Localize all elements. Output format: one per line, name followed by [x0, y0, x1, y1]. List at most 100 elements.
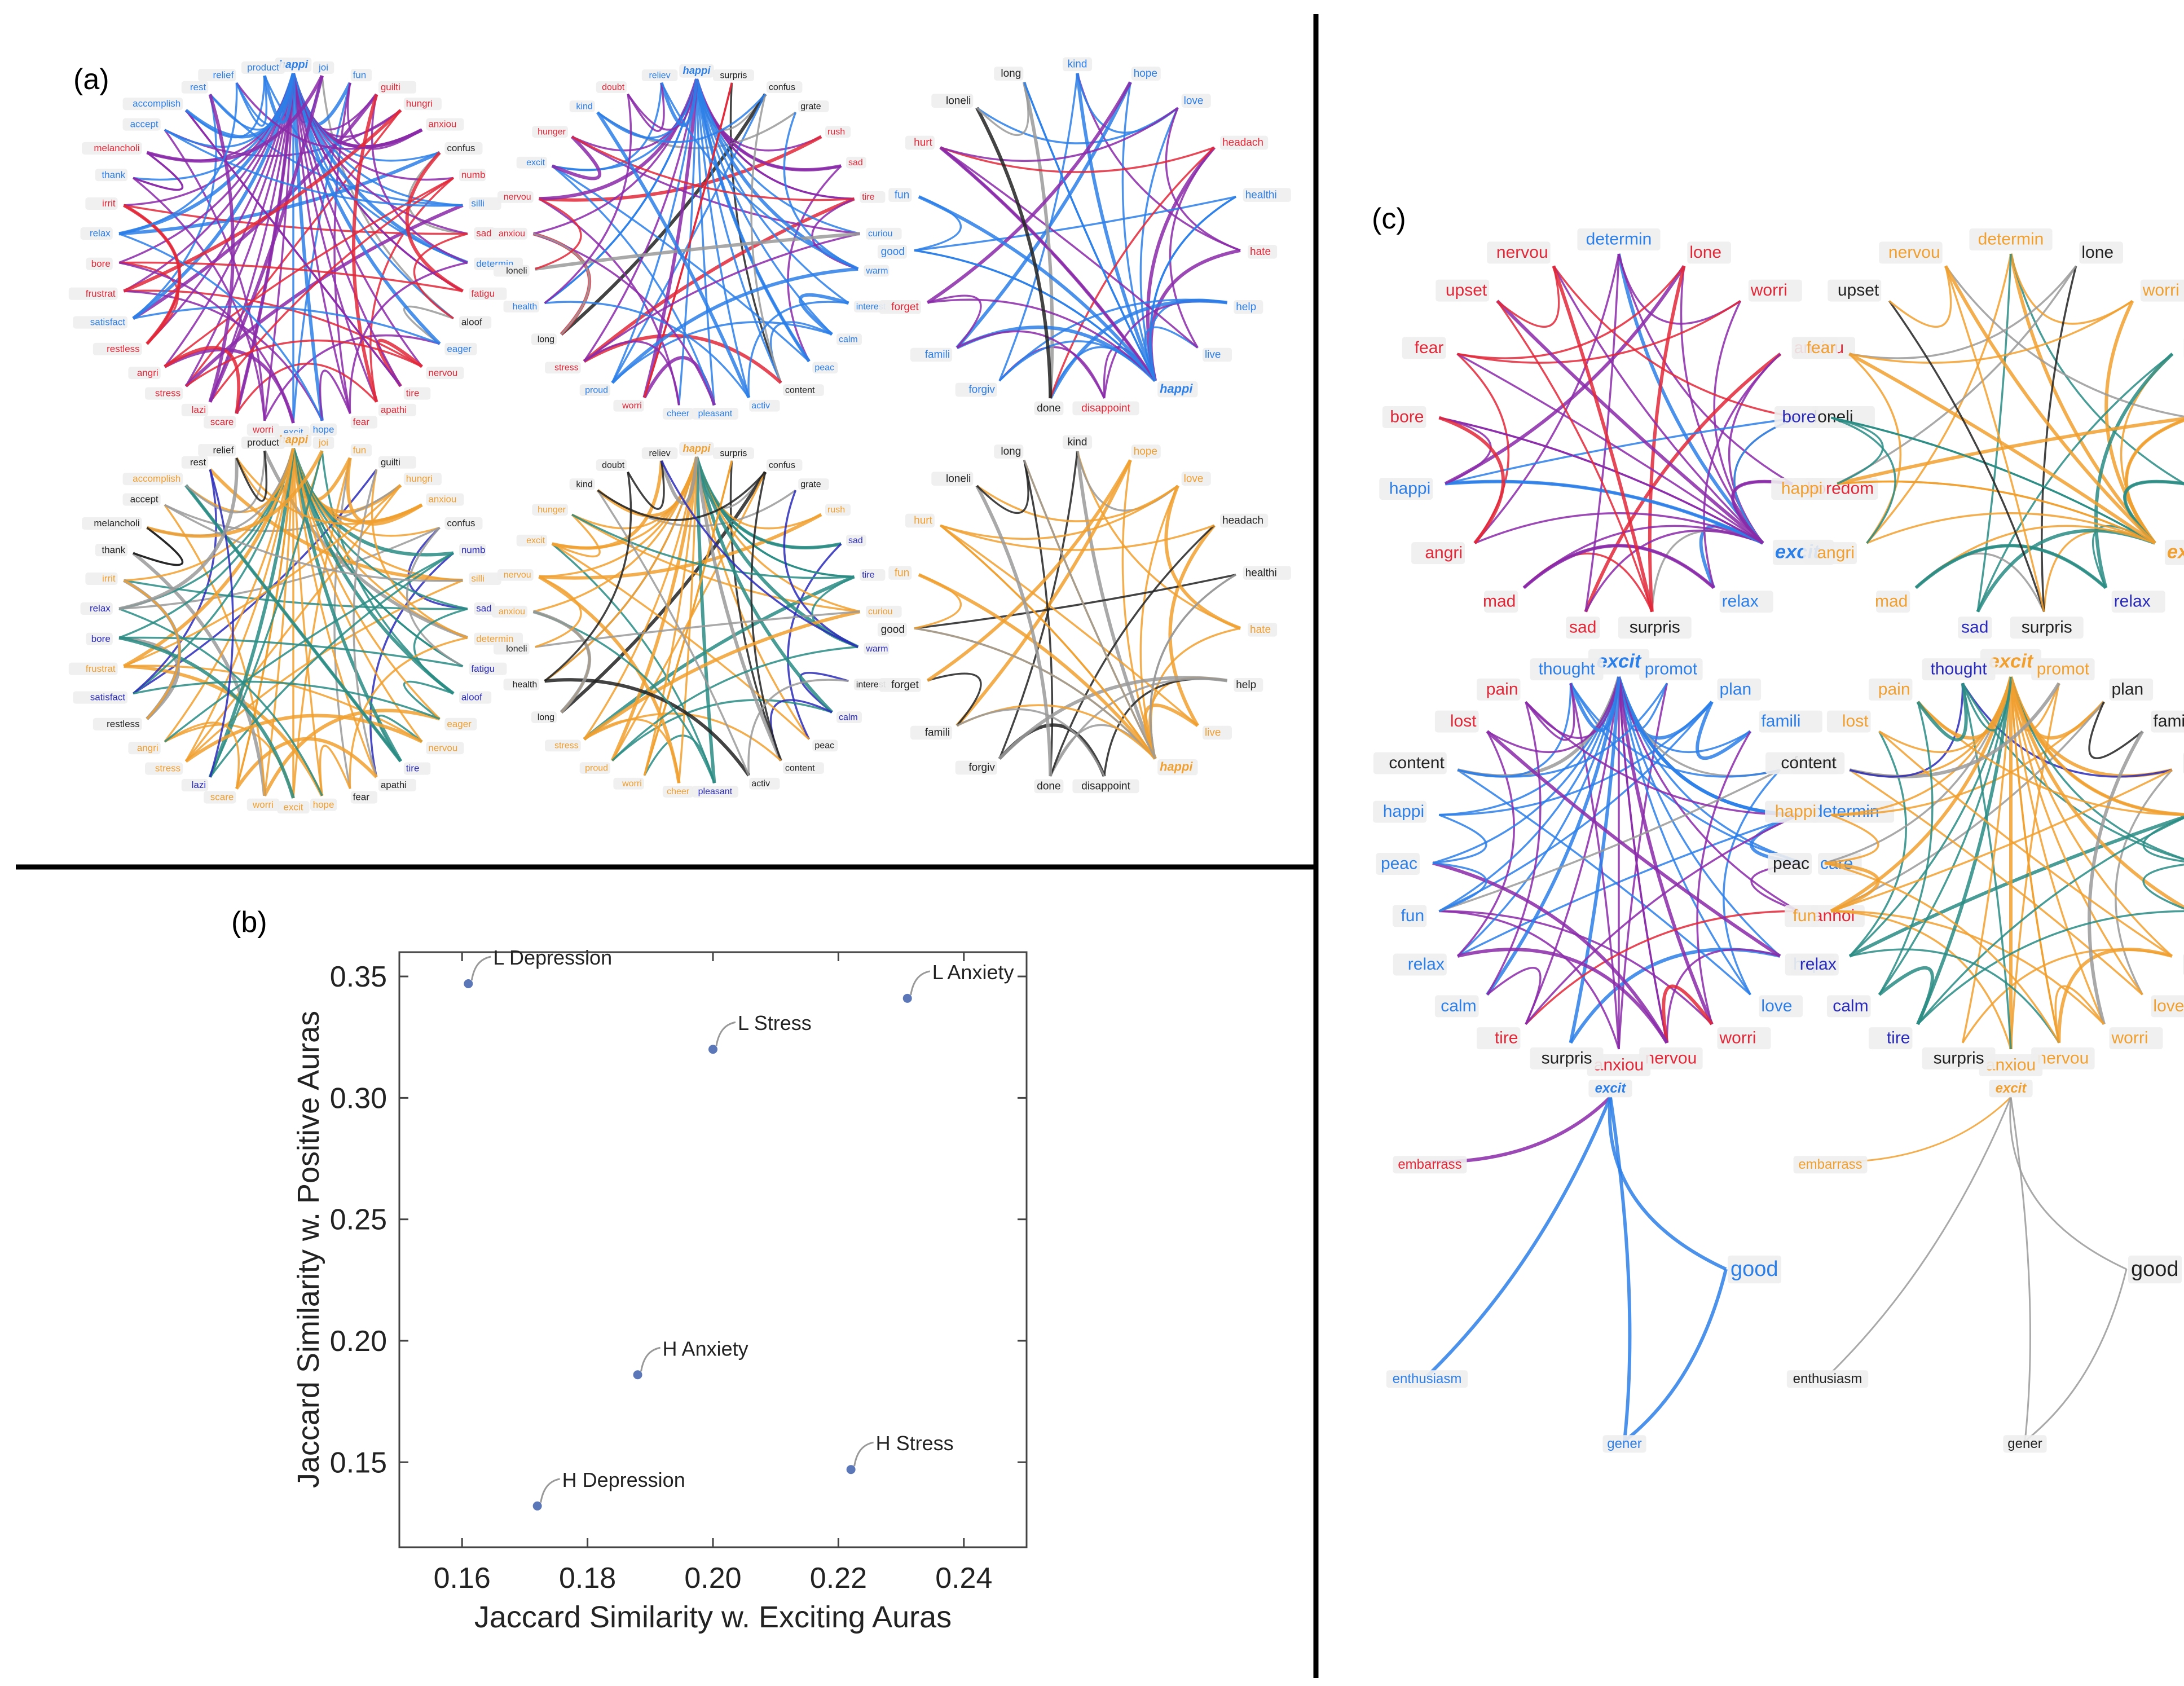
word-chip	[846, 534, 866, 547]
word-label: rest	[190, 457, 206, 468]
word-chip	[426, 118, 464, 131]
network-a-2: happi surpris confus grate rush sad tire curiou…	[491, 64, 902, 420]
word-chip	[491, 605, 528, 618]
word-chip	[825, 126, 851, 138]
network-edge	[319, 745, 351, 796]
word-chip	[1157, 759, 1198, 776]
word-chip	[378, 81, 416, 94]
word-chip	[1602, 1435, 1646, 1453]
word-chip	[68, 287, 118, 300]
network-edge	[583, 197, 855, 363]
word-label: activ	[751, 401, 770, 411]
network-edge	[787, 543, 842, 740]
word-label: relax	[90, 603, 111, 614]
word-chip	[426, 493, 464, 506]
network-edge	[118, 526, 441, 610]
word-chip	[1181, 94, 1211, 108]
word-chip	[1220, 135, 1269, 150]
word-chip	[128, 742, 161, 755]
network-edge	[1149, 574, 1237, 759]
word-label: apathi	[381, 404, 407, 415]
word-label: disappoint	[1081, 781, 1130, 793]
word-chip	[1765, 752, 1839, 774]
network-edge	[1143, 703, 1199, 760]
network-edge	[1456, 353, 1510, 544]
network-edge	[1917, 701, 2184, 816]
word-label: hungri	[406, 98, 433, 109]
word-label: nervou	[2037, 1049, 2089, 1067]
word-label: anxiou	[428, 494, 456, 505]
network-edge	[914, 627, 1156, 760]
network-edge	[208, 448, 295, 778]
data-point	[633, 1370, 642, 1380]
scatter-plot: 0.16 0.18 0.20 0.22 0.24 0.15 0.20 0.25 0.30 0.35…	[292, 946, 1028, 1634]
network-edge	[940, 146, 1215, 173]
word-label: headach	[1222, 137, 1263, 149]
network-c-1: determinloneworrianxiouloneliboredomexci…	[1379, 228, 1878, 639]
word-chip	[860, 191, 886, 203]
word-chip	[86, 632, 113, 645]
network-edge	[2088, 701, 2143, 759]
network-labels: kind hope love headach healthi hate help live ha…	[877, 435, 1291, 794]
word-label: melancholi	[94, 518, 139, 529]
word-label: tire	[406, 388, 420, 399]
word-label: upset	[1446, 281, 1487, 300]
word-label: enthusiasm	[1793, 1371, 1862, 1386]
word-label: confus	[447, 518, 475, 529]
word-label: kind	[1068, 437, 1087, 448]
network-edge	[1076, 451, 1157, 760]
word-label: cheer	[667, 787, 690, 796]
network-edges	[532, 456, 861, 783]
network-edge	[1049, 525, 1215, 777]
network-edge	[209, 73, 294, 131]
word-label: bore	[91, 258, 111, 269]
word-label: relax	[2114, 592, 2151, 611]
network-edge	[611, 699, 833, 761]
word-label: surpris	[1542, 1049, 1592, 1067]
network-edge	[1456, 730, 1515, 957]
data-point-label: L Stress	[738, 1011, 812, 1035]
network-edge	[976, 485, 1179, 522]
network-edge	[914, 249, 1156, 382]
word-label: worri	[1750, 281, 1787, 300]
panel-label-c: (c)	[1372, 203, 1406, 235]
word-chip	[782, 384, 824, 397]
word-label: forgiv	[968, 762, 995, 774]
word-label: tire	[406, 763, 420, 774]
word-chip	[1969, 228, 2053, 250]
word-chip	[782, 762, 824, 774]
word-label: embarrass	[1798, 1157, 1862, 1172]
word-label: frustrat	[86, 288, 116, 299]
word-label: eager	[447, 344, 472, 354]
word-chip	[1072, 401, 1139, 416]
word-chip	[1717, 1027, 1771, 1050]
word-chip	[497, 191, 534, 203]
word-chip	[879, 300, 921, 314]
network-edge	[1618, 676, 1806, 864]
network-edge	[1831, 910, 2012, 1050]
network-edge	[955, 459, 1132, 727]
network-edge	[571, 135, 855, 201]
word-label: stress	[155, 763, 180, 774]
word-chip	[85, 572, 118, 586]
network-edge	[209, 177, 454, 403]
word-label: happi	[279, 434, 309, 446]
word-chip	[712, 69, 754, 81]
network-edge	[1049, 147, 1215, 399]
word-label: healthi	[1245, 567, 1277, 579]
network-edge	[1826, 1097, 2012, 1377]
network-edge	[1584, 352, 1782, 613]
network-edge	[351, 94, 378, 403]
word-label: hunger	[538, 127, 566, 137]
plot-points: L Depression L Anxiety L Stress H Anxiety H …	[464, 946, 1014, 1511]
word-label: gener	[1607, 1436, 1641, 1451]
network-edge	[1432, 862, 1487, 913]
word-label: famili	[925, 727, 950, 739]
word-label: angri	[1425, 544, 1463, 562]
word-chip	[1034, 401, 1064, 416]
word-chip	[198, 444, 236, 457]
network-edge	[164, 129, 463, 207]
word-label: mad	[1483, 592, 1516, 611]
network-edge	[1733, 416, 1799, 544]
